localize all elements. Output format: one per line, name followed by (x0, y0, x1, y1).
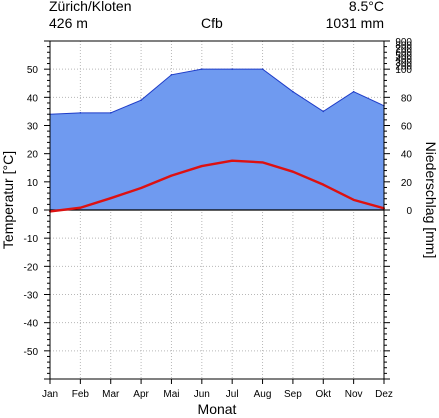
temperature-point (291, 170, 294, 173)
y2-axis-title: Niederschlag [mm] (423, 142, 439, 259)
temperature-tick-label: 20 (27, 150, 39, 161)
y-axis-title: Temperatur [°C] (0, 151, 16, 249)
precipitation-tick-label: 20 (401, 178, 413, 189)
station-name: Zürich/Kloten (49, 0, 132, 14)
precipitation-point (261, 68, 264, 70)
temperature-point (322, 183, 325, 186)
temperature-point (79, 206, 82, 209)
climate-class: Cfb (201, 15, 223, 31)
station-altitude: 426 m (49, 15, 88, 31)
precipitation-tick-label: 500 (395, 51, 412, 62)
temperature-point (231, 159, 234, 162)
precipitation-tick-label: 400 (395, 55, 412, 66)
precipitation-tick-label: 700 (395, 44, 412, 55)
temperature-point (200, 165, 203, 168)
month-tick-label: Feb (72, 389, 90, 400)
precipitation-tick-label: 300 (395, 58, 412, 69)
month-tick-label: Okt (315, 389, 331, 400)
precipitation-tick-label: 0 (406, 206, 412, 217)
precipitation-tick-label: 800 (395, 41, 412, 52)
precipitation-line (49, 68, 385, 115)
temperature-tick-label: -30 (24, 291, 39, 302)
temperature-tick-label: -10 (24, 234, 39, 245)
month-tick-label: Mar (102, 389, 120, 400)
temperature-point (140, 187, 143, 190)
precipitation-point (352, 90, 355, 93)
precipitation-point (140, 99, 142, 101)
precipitation-point (109, 112, 112, 114)
annual-precipitation: 1031 mm (325, 15, 384, 31)
month-tick-label: Sep (284, 389, 302, 400)
precipitation-point (322, 110, 325, 113)
precipitation-tick-label: 100 (395, 65, 412, 76)
month-tick-label: Jan (42, 389, 58, 400)
precipitation-tick-label: 40 (401, 150, 413, 161)
month-tick-label: Apr (133, 389, 149, 400)
temperature-point (170, 174, 173, 177)
month-axis: Jan Feb Mar Apr Mai Jun Jul Aug Sep Okt Nov Dez (42, 379, 393, 400)
precipitation-tick-label: 60 (401, 122, 413, 133)
month-tick-label: Jun (194, 389, 210, 400)
temperature-line (49, 159, 385, 213)
temperature-point (261, 161, 264, 164)
temperature-tick-label: 0 (32, 206, 38, 217)
temperature-tick-label: 50 (27, 65, 39, 76)
temperature-tick-label: 30 (27, 122, 39, 133)
precipitation-tick-label: 900 (395, 37, 412, 48)
temperature-point (109, 197, 112, 200)
annual-mean-temperature: 8.5°C (348, 0, 384, 14)
temperature-tick-label: -50 (24, 347, 39, 358)
temperature-point (352, 198, 355, 201)
month-tick-label: Mai (163, 389, 179, 400)
x-axis-title: Monat (198, 401, 237, 417)
temperature-tick-label: 40 (27, 93, 39, 104)
precipitation-tick-label: 600 (395, 48, 412, 59)
month-tick-label: Aug (254, 389, 272, 400)
month-tick-label: Nov (345, 389, 363, 400)
precipitation-point (201, 68, 203, 70)
temperature-tick-label: -40 (24, 319, 39, 330)
month-tick-label: Dez (375, 389, 393, 400)
precipitation-point (79, 112, 82, 114)
temperature-axis: 50 40 30 20 10 0 -10 -20 -30 -40 -50 (24, 40, 50, 380)
precipitation-point (170, 74, 173, 76)
month-tick-label: Jul (226, 389, 239, 400)
temperature-tick-label: -20 (24, 262, 39, 273)
temperature-tick-label: 10 (27, 178, 39, 189)
precipitation-tick-label: 80 (401, 93, 413, 104)
precipitation-tick-label: 200 (395, 62, 412, 73)
precipitation-point (292, 90, 294, 93)
precipitation-point (231, 68, 233, 70)
